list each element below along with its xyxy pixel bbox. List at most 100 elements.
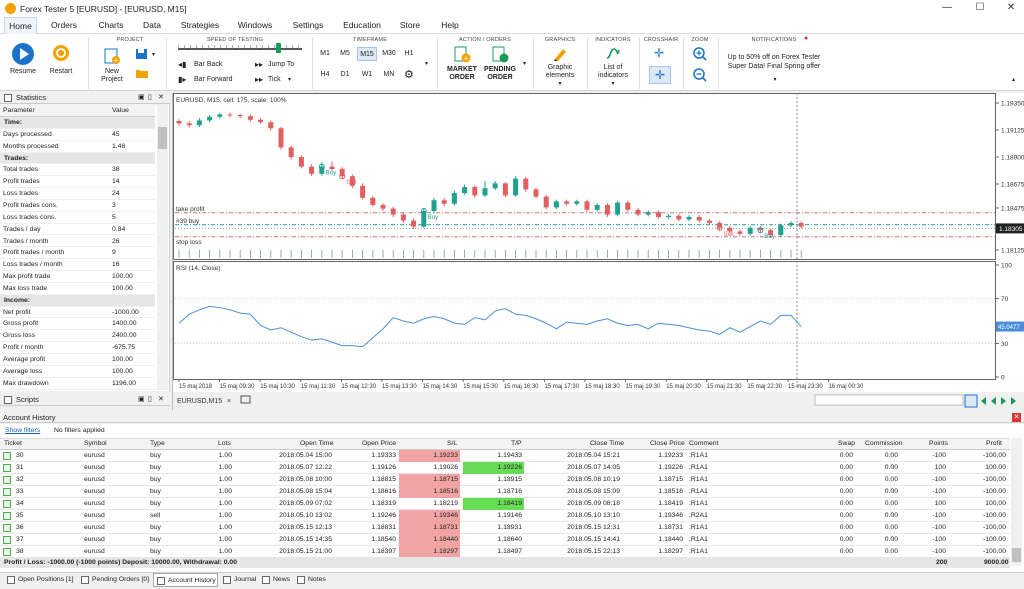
th-lots[interactable]: Lots [218,440,231,447]
account-history-scrollbar[interactable] [1011,438,1022,566]
th-open-price[interactable]: Open Price [362,440,397,447]
th-commission[interactable]: Commission [865,440,903,447]
menu-windows[interactable]: Windows [237,20,273,30]
tf-m15[interactable]: M15 [357,47,377,61]
table-row[interactable]: 37 eurusd buy 1.00 2018.05.15 14:35 1.18540 1.… [0,534,1010,546]
table-row[interactable]: 32 eurusd buy 1.00 2018.05.08 10:00 1.18815 1.… [0,474,1010,486]
minimize-button[interactable]: — [942,2,952,13]
tf-m1[interactable]: M1 [320,50,330,57]
menu-settings[interactable]: Settings [292,20,324,30]
chart-horizontal-scrollbar[interactable] [814,394,964,406]
th-type[interactable]: Type [150,440,165,447]
menu-charts[interactable]: Charts [98,20,124,30]
bar-forward-button[interactable]: ▮▸ Bar Forward [178,75,248,86]
th-profit[interactable]: Profit [986,440,1002,447]
pin-icon[interactable]: ▣ [138,396,145,403]
new-project-button[interactable]: + New Project [96,48,128,88]
save-icon[interactable] [135,48,149,60]
timeframe-dropdown-icon[interactable]: ▾ [425,61,429,67]
tab-notes[interactable]: Notes [294,573,328,587]
th-tp[interactable]: T/P [511,440,522,447]
scroll-end-icon[interactable] [1011,397,1016,405]
tab-news[interactable]: News [259,573,293,587]
chevron-down-icon[interactable]: ▾ [773,77,777,83]
tf-h4[interactable]: H4 [320,71,330,78]
resume-button[interactable]: Resume [8,42,38,86]
tf-w1[interactable]: W1 [361,71,373,78]
tf-h1[interactable]: H1 [404,50,414,57]
close-tab-icon[interactable]: × [227,398,231,405]
tab-open-positions[interactable]: Open Positions [1] [4,573,76,587]
th-points[interactable]: Points [929,440,948,447]
table-row[interactable]: 36 eurusd buy 1.00 2018.05.15 12:13 1.18831 1.… [0,522,1010,534]
th-comment[interactable]: Comment [689,440,719,447]
menu-orders[interactable]: Orders [51,20,77,30]
jump-to-button[interactable]: ▸▸ Jump To [255,60,305,71]
graphic-elements-button[interactable]: Graphic elements ▾ [540,46,580,90]
close-panel-icon[interactable]: ✕ [158,94,164,101]
th-close-price[interactable]: Close Price [650,440,685,447]
detach-icon[interactable] [240,395,251,404]
zoom-out-icon[interactable] [693,68,707,82]
chart-canvas[interactable]: EURUSD, M15, cell: 175, scale: 100% RSI (… [173,93,1024,410]
float-icon[interactable]: ▯ [148,396,152,403]
scrollbar-thumb[interactable] [1012,548,1021,562]
list-indicators-button[interactable]: List of indicators ▾ [592,46,634,90]
scrollbar-thumb[interactable] [158,127,167,149]
maximize-button[interactable]: ☐ [975,2,985,13]
speed-slider-thumb[interactable] [276,43,281,53]
float-icon[interactable]: ▯ [148,94,152,101]
speed-slider[interactable] [178,43,302,53]
chart-layout-icon[interactable] [964,394,978,408]
notification-text-1[interactable]: Up to 50% off on Forex Tester [727,54,821,61]
table-row[interactable]: 38 eurusd buy 1.00 2018.05.15 21:00 1.18397 1.… [0,546,1010,558]
pin-icon[interactable]: ▣ [138,94,145,101]
close-panel-icon[interactable]: ✕ [1012,413,1021,422]
tf-mn[interactable]: MN [383,71,395,78]
chart-window[interactable]: EURUSD, M15, cell: 175, scale: 100% RSI (… [172,93,1024,410]
save-dropdown-icon[interactable]: ▾ [152,52,156,58]
menu-help[interactable]: Help [441,20,459,30]
th-ticket[interactable]: Ticket [4,440,22,447]
table-row[interactable]: 30 eurusd buy 1.00 2018.05.04 15:00 1.19333 1.… [0,450,1010,462]
statistics-scrollbar[interactable] [157,105,168,390]
close-panel-icon[interactable]: ✕ [158,396,164,403]
market-order-button[interactable]: + MARKET ORDER [444,46,480,90]
tf-m5[interactable]: M5 [340,50,350,57]
tab-account-history[interactable]: Account History [153,573,218,587]
close-window-button[interactable]: ✕ [1006,2,1016,13]
tf-d1[interactable]: D1 [340,71,350,78]
notification-text-2[interactable]: Super Data! Final Spring offer [727,63,821,70]
th-open-time[interactable]: Open Time [300,440,334,447]
open-folder-icon[interactable] [135,67,149,79]
menu-education[interactable]: Education [343,20,381,30]
table-row[interactable]: 31 eurusd buy 1.00 2018.05.07 12:22 1.19126 1.… [0,462,1010,474]
th-symbol[interactable]: Symbol [84,440,107,447]
restart-button[interactable]: Restart [46,44,76,86]
crosshair-plus-button[interactable]: ✛ [649,66,671,84]
ribbon-collapse-icon[interactable]: ▴ [1012,77,1016,83]
menu-data[interactable]: Data [143,20,161,30]
scroll-next-icon[interactable] [1001,397,1006,405]
menu-home[interactable]: Home [4,17,37,34]
show-filters-link[interactable]: Show filters [5,427,41,434]
crosshair-icon[interactable]: ✛ [654,46,665,60]
bar-back-button[interactable]: ◂▮ Bar Back [178,60,240,71]
scroll-prev-icon[interactable] [991,397,996,405]
zoom-in-icon[interactable] [693,47,707,61]
th-sl[interactable]: S/L [447,440,458,447]
th-swap[interactable]: Swap [838,440,856,447]
tab-journal[interactable]: Journal [220,573,258,587]
table-row[interactable]: 35 eurusd sell 1.00 2018.05.10 13:02 1.19246 1… [0,510,1010,522]
tf-m30[interactable]: M30 [382,50,396,57]
pending-order-button[interactable]: PENDING ORDER [481,46,519,90]
menu-store[interactable]: Store [399,20,421,30]
gear-icon[interactable]: ⚙ [404,69,414,81]
tab-pending-orders[interactable]: Pending Orders [0] [78,573,152,587]
table-row[interactable]: 33 eurusd buy 1.00 2018.05.08 15:04 1.18616 1.… [0,486,1010,498]
th-close-time[interactable]: Close Time [590,440,624,447]
tick-dropdown[interactable]: ▸▸ Tick ▾ [255,75,305,86]
scroll-start-icon[interactable] [981,397,986,405]
table-row[interactable]: 34 eurusd buy 1.00 2018.05.09 07:02 1.18319 1.… [0,498,1010,510]
menu-strategies[interactable]: Strategies [180,20,220,30]
